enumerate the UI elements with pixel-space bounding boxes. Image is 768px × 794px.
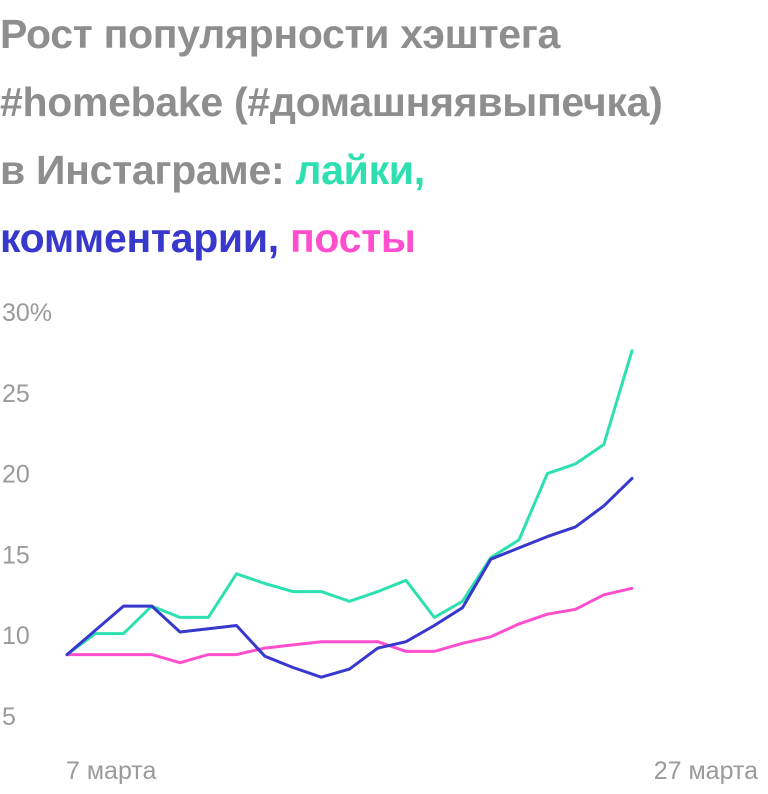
title-line-1: Рост популярности хэштега	[0, 11, 561, 57]
series-line-comments	[65, 476, 634, 679]
title-line-3: в Инстаграме: лайки,	[0, 136, 768, 204]
x-tick-label-start: 7 марта	[66, 757, 156, 785]
y-tick-label: 10	[2, 622, 30, 650]
title-line-2: #homebake (#домашняявыпечка)	[0, 79, 663, 125]
legend-likes-label: лайки,	[295, 147, 425, 193]
y-tick-label: 30%	[2, 299, 52, 327]
legend-posts-label: посты	[289, 215, 416, 261]
y-axis-ticks: 30% 25 20 15 10 5	[2, 299, 52, 731]
x-tick-label-end: 27 марта	[654, 757, 758, 785]
legend-comments-label: комментарии,	[0, 215, 279, 261]
series-line-likes	[65, 349, 634, 657]
title-line-4: комментарии, посты	[0, 204, 768, 272]
y-tick-label: 25	[2, 380, 30, 408]
x-axis-ticks: 7 марта 27 марта	[66, 757, 758, 785]
chart-title: Рост популярности хэштега #homebake (#до…	[0, 0, 768, 272]
title-line-3-prefix: в Инстаграме:	[0, 147, 296, 193]
series-lines	[65, 349, 634, 679]
y-tick-label: 5	[2, 703, 16, 731]
y-tick-label: 15	[2, 541, 30, 569]
series-line-posts	[65, 586, 634, 665]
y-tick-label: 20	[2, 461, 30, 489]
